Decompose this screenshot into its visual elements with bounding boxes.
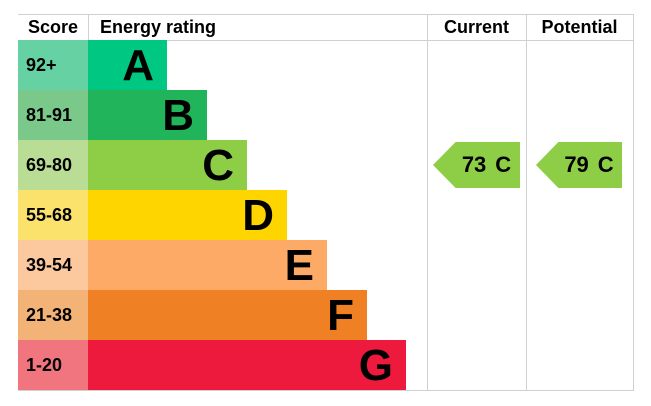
band-letter: C xyxy=(202,141,234,190)
band-score-cell: 55-68 xyxy=(18,190,88,240)
band-score-cell: 69-80 xyxy=(18,140,88,190)
band-letter: D xyxy=(242,191,274,240)
band-row: 69-80 C xyxy=(0,140,651,190)
current-rating-letter: C xyxy=(495,152,512,177)
band-row: 1-20 G xyxy=(0,340,651,390)
band-row: 92+ A xyxy=(0,40,651,90)
band-row: 21-38 F xyxy=(0,290,651,340)
band-bar: D xyxy=(88,190,287,240)
band-row: 55-68 D xyxy=(0,190,651,240)
score-column-divider xyxy=(88,14,89,40)
band-letter: A xyxy=(122,41,154,90)
band-score-cell: 21-38 xyxy=(18,290,88,340)
band-letter: B xyxy=(162,91,194,140)
band-bar: E xyxy=(88,240,327,290)
score-column-header: Score xyxy=(27,17,79,37)
band-bar: B xyxy=(88,90,207,140)
potential-column-header: Potential xyxy=(541,17,618,37)
table-bottom-border xyxy=(18,390,634,391)
band-row: 39-54 E xyxy=(0,240,651,290)
band-score-cell: 39-54 xyxy=(18,240,88,290)
band-letter: G xyxy=(358,341,393,390)
potential-rating-value: 79 xyxy=(564,152,589,177)
band-bar: A xyxy=(88,40,167,90)
band-score-cell: 1-20 xyxy=(18,340,88,390)
potential-column-divider xyxy=(526,14,527,391)
table-right-border xyxy=(633,14,634,391)
band-bar: F xyxy=(88,290,367,340)
current-column-divider xyxy=(427,14,428,391)
band-row: 81-91 B xyxy=(0,90,651,140)
header-bottom-border xyxy=(18,40,634,41)
potential-rating-letter: C xyxy=(597,152,614,177)
current-rating-value: 73 xyxy=(461,152,487,177)
band-score-cell: 81-91 xyxy=(18,90,88,140)
band-letter: E xyxy=(284,241,314,290)
band-score-cell: 92+ xyxy=(18,40,88,90)
band-letter: F xyxy=(327,291,354,340)
band-bar: G xyxy=(88,340,406,390)
band-bar: C xyxy=(88,140,247,190)
energy-rating-column-header: Energy rating xyxy=(100,17,217,37)
current-column-header: Current xyxy=(443,17,509,37)
table-top-border xyxy=(18,14,634,15)
